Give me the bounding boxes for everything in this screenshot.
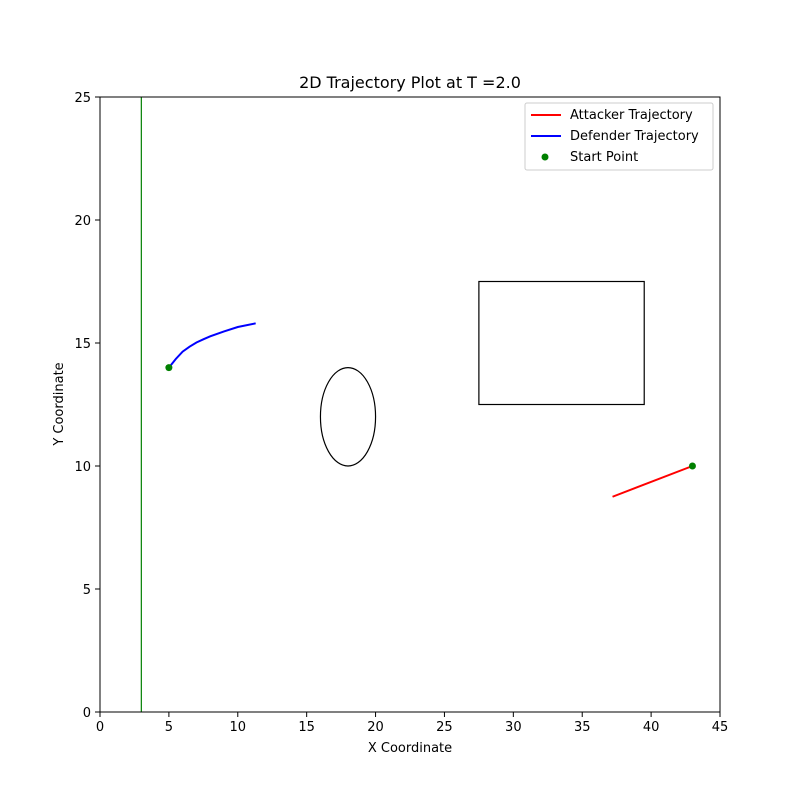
axes-frame [99, 96, 721, 713]
y-tick-label: 10 [74, 460, 91, 475]
legend-frame [524, 102, 714, 171]
legend-label-start-point: Start Point [570, 150, 638, 165]
x-tick-label: 45 [712, 720, 729, 735]
plot-area: 0 5 10 15 20 25 30 35 40 45 0 5 10 15 20 25 [74, 91, 728, 735]
start-point-marker [688, 462, 696, 470]
legend-label-defender: Defender Trajectory [570, 129, 699, 144]
y-tick-label: 20 [74, 214, 91, 229]
y-tick-label: 0 [83, 706, 91, 721]
y-tick-label: 15 [74, 337, 91, 352]
x-tick-label: 25 [436, 720, 453, 735]
chart-title: 2D Trajectory Plot at T =2.0 [299, 73, 521, 92]
start-point-marker [165, 364, 173, 372]
obstacle-rectangle [478, 280, 645, 406]
x-tick-label: 5 [165, 720, 173, 735]
y-tick-label: 5 [83, 583, 91, 598]
legend: Attacker Trajectory Defender Trajectory … [524, 102, 714, 171]
x-tick-label: 20 [367, 720, 384, 735]
x-tick-label: 30 [505, 720, 522, 735]
legend-swatch-start-point [541, 153, 549, 161]
attacker-trajectory-line [612, 465, 693, 498]
y-tick-label: 25 [74, 91, 91, 106]
obstacle-ellipse [319, 366, 377, 467]
x-tick-label: 35 [574, 720, 591, 735]
x-tick-label: 15 [298, 720, 315, 735]
y-axis-label: Y Coordinate [52, 362, 67, 446]
x-tick-label: 0 [96, 720, 104, 735]
x-tick-label: 10 [230, 720, 247, 735]
defender-trajectory-line [168, 322, 256, 369]
x-tick-label: 40 [643, 720, 660, 735]
x-axis-label: X Coordinate [368, 741, 452, 756]
legend-label-attacker: Attacker Trajectory [570, 108, 693, 123]
